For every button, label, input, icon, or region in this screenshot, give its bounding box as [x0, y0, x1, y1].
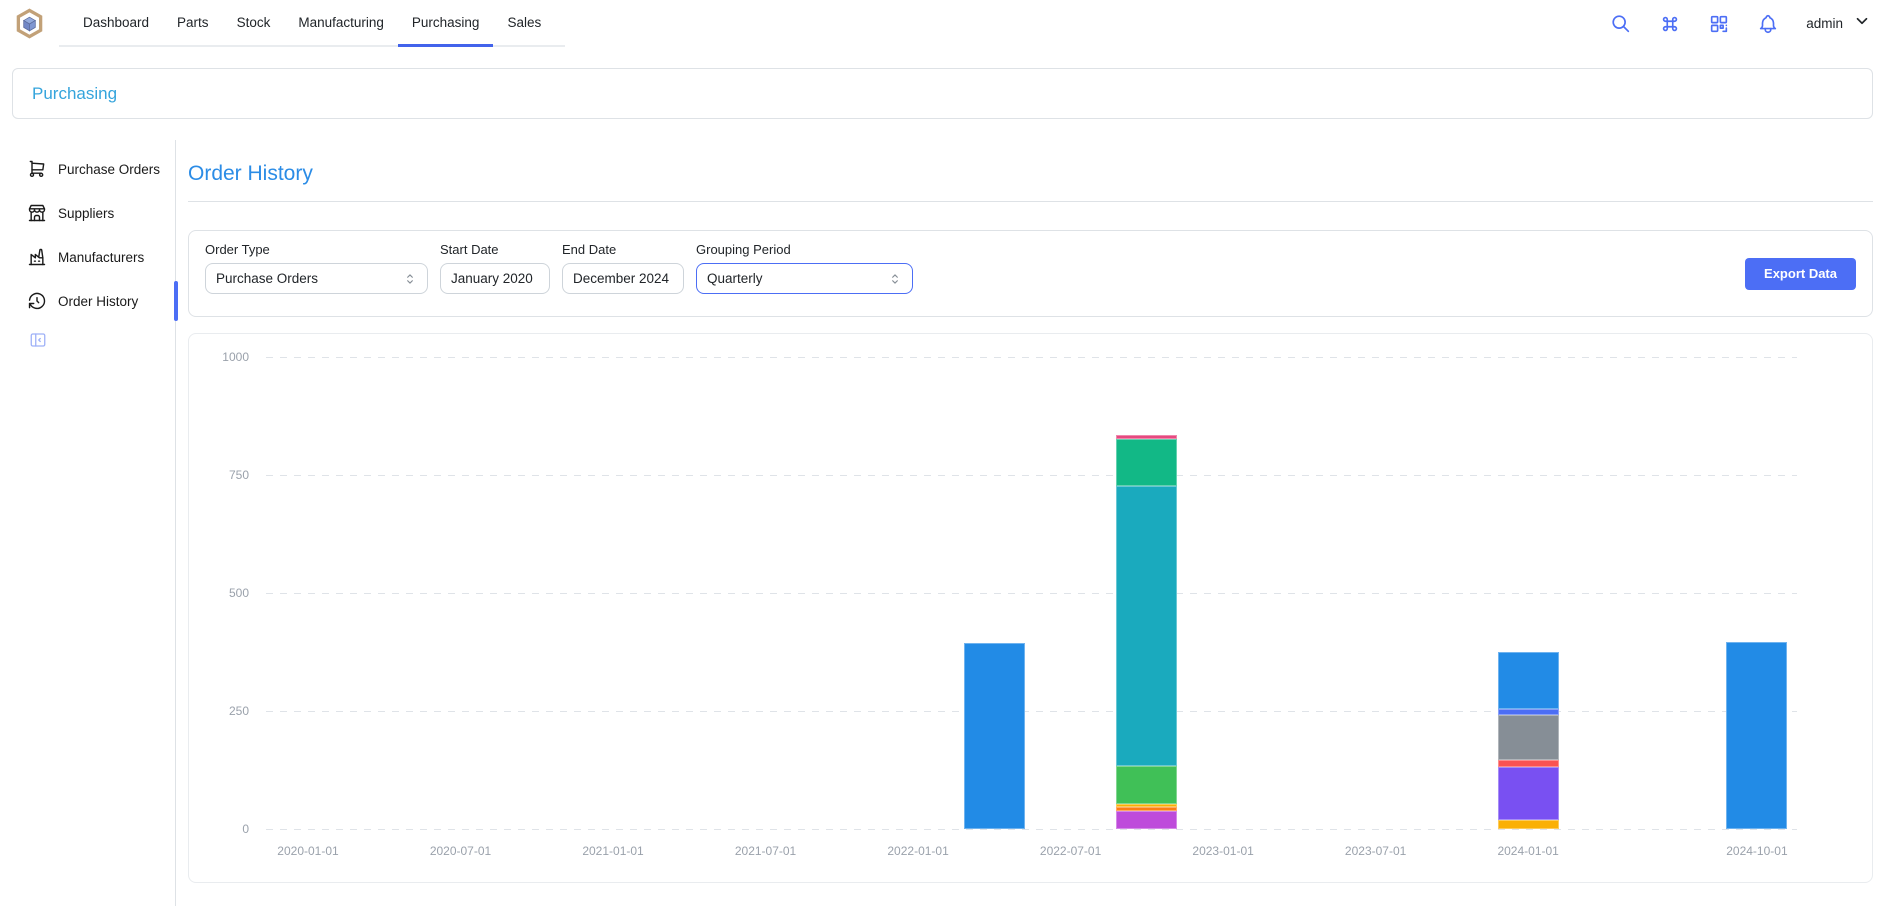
x-axis-tick-label: 2024-01-01	[1483, 844, 1573, 858]
bar-segment	[1116, 439, 1177, 486]
y-axis-tick-label: 1000	[197, 350, 249, 364]
filter-order-type: Order Type Purchase Orders	[205, 242, 428, 302]
bar-segment	[964, 643, 1025, 829]
y-axis-tick-label: 750	[197, 468, 249, 482]
filter-end-date: End Date	[562, 242, 684, 302]
x-axis-tick-label: 2020-07-01	[416, 844, 506, 858]
order-type-value: Purchase Orders	[216, 271, 318, 286]
start-date-input[interactable]	[440, 263, 550, 294]
app-logo[interactable]	[14, 0, 45, 47]
main-region: Purchase Orders Suppliers Manufacturers …	[12, 140, 1873, 906]
inventree-logo-icon	[14, 8, 45, 39]
nav-tab-stock[interactable]: Stock	[223, 0, 285, 47]
nav-tab-manufacturing[interactable]: Manufacturing	[284, 0, 398, 47]
order-type-label: Order Type	[205, 242, 428, 257]
filter-grouping-period: Grouping Period Quarterly	[696, 242, 913, 302]
history-icon	[27, 291, 47, 311]
y-axis-tick-label: 0	[197, 822, 249, 836]
y-gridline-750	[266, 475, 1797, 476]
x-axis-tick-label: 2022-01-01	[873, 844, 963, 858]
user-menu[interactable]: admin	[1806, 12, 1871, 35]
sidebar-collapse-icon[interactable]	[29, 331, 47, 349]
x-axis-tick-label: 2024-10-01	[1712, 844, 1802, 858]
x-axis-tick-label: 2023-07-01	[1331, 844, 1421, 858]
nav-tab-sales[interactable]: Sales	[493, 0, 555, 47]
chevron-down-icon	[1853, 12, 1871, 35]
bar-segment	[1116, 486, 1177, 765]
bar-segment	[1498, 767, 1559, 820]
y-gridline-250	[266, 711, 1797, 712]
building-store-icon	[27, 203, 47, 223]
main-nav-tabs: Dashboard Parts Stock Manufacturing Purc…	[59, 0, 565, 47]
qr-scan-icon[interactable]	[1708, 13, 1730, 35]
nav-tab-dashboard[interactable]: Dashboard	[69, 0, 163, 47]
bar-segment	[1116, 811, 1177, 829]
grouping-period-label: Grouping Period	[696, 242, 913, 257]
selector-icon	[888, 272, 902, 286]
sidebar-item-purchase-orders[interactable]: Purchase Orders	[12, 147, 175, 191]
y-gridline-500	[266, 593, 1797, 594]
grouping-period-select[interactable]: Quarterly	[696, 263, 913, 294]
bar-segment	[1498, 715, 1559, 760]
x-axis-tick-label: 2023-01-01	[1178, 844, 1268, 858]
start-date-label: Start Date	[440, 242, 550, 257]
building-factory-icon	[27, 247, 47, 267]
y-axis-tick-label: 500	[197, 586, 249, 600]
x-axis-tick-label: 2021-07-01	[721, 844, 811, 858]
filter-card: Order Type Purchase Orders Start Date En…	[188, 230, 1873, 317]
bar-segment	[1498, 652, 1559, 709]
sidebar-item-label: Purchase Orders	[58, 162, 160, 177]
y-gridline-0	[266, 829, 1797, 830]
breadcrumb: Purchasing	[12, 68, 1873, 119]
shopping-cart-icon	[27, 159, 47, 179]
bar-segment	[1498, 760, 1559, 767]
bar-2024-10-01	[1726, 642, 1787, 829]
filter-start-date: Start Date	[440, 242, 550, 302]
bar-segment	[1726, 642, 1787, 829]
grouping-period-value: Quarterly	[707, 271, 763, 286]
end-date-input[interactable]	[562, 263, 684, 294]
sidebar-item-suppliers[interactable]: Suppliers	[12, 191, 175, 235]
bar-2022-10-01	[1116, 435, 1177, 829]
bar-2024-01-01	[1498, 652, 1559, 829]
purchasing-sidebar: Purchase Orders Suppliers Manufacturers …	[12, 140, 176, 906]
end-date-label: End Date	[562, 242, 684, 257]
order-history-panel: Order History Order Type Purchase Orders…	[176, 140, 1873, 906]
order-history-chart: 0 250 500 750 1000 2020-01-01 2020-07-01 2021-0…	[188, 333, 1873, 883]
nav-tab-purchasing[interactable]: Purchasing	[398, 0, 494, 47]
notifications-bell-icon[interactable]	[1757, 13, 1779, 35]
top-navbar: Dashboard Parts Stock Manufacturing Purc…	[0, 0, 1885, 47]
search-icon[interactable]	[1610, 13, 1632, 35]
x-axis-tick-label: 2022-07-01	[1026, 844, 1116, 858]
bar-segment	[1498, 820, 1559, 829]
sidebar-item-manufacturers[interactable]: Manufacturers	[12, 235, 175, 279]
command-palette-icon[interactable]	[1659, 13, 1681, 35]
export-data-button[interactable]: Export Data	[1745, 258, 1856, 290]
bar-segment	[1116, 766, 1177, 804]
title-divider	[188, 201, 1873, 202]
order-type-select[interactable]: Purchase Orders	[205, 263, 428, 294]
x-axis-tick-label: 2021-01-01	[568, 844, 658, 858]
y-gridline-1000	[266, 357, 1797, 358]
page-title: Order History	[188, 162, 1873, 186]
sidebar-item-label: Order History	[58, 294, 138, 309]
selector-icon	[403, 272, 417, 286]
breadcrumb-purchasing[interactable]: Purchasing	[32, 84, 117, 104]
sidebar-item-order-history[interactable]: Order History	[12, 279, 175, 323]
sidebar-item-label: Manufacturers	[58, 250, 144, 265]
sidebar-item-label: Suppliers	[58, 206, 114, 221]
bar-2022-04-01	[964, 643, 1025, 829]
navbar-actions: admin	[1610, 0, 1871, 47]
y-axis-tick-label: 250	[197, 704, 249, 718]
user-name: admin	[1806, 16, 1843, 31]
nav-tab-parts[interactable]: Parts	[163, 0, 223, 47]
x-axis-tick-label: 2020-01-01	[263, 844, 353, 858]
